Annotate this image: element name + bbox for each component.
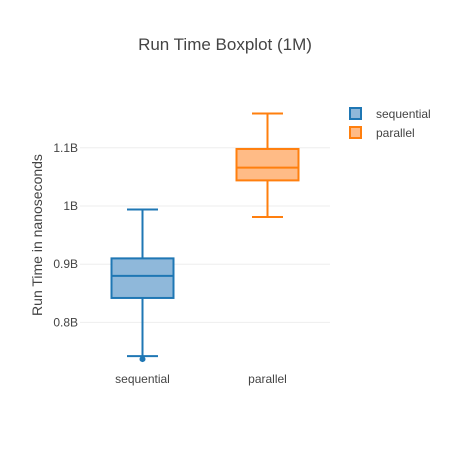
box-parallel [235,112,300,219]
y-axis-label: Run Time in nanoseconds [29,154,45,316]
box-sequential [110,208,175,363]
iqr-box [235,147,300,182]
y-tick-label: 0.9B [53,257,78,271]
y-tick-label: 1B [63,199,78,213]
legend: sequential parallel [349,107,431,140]
y-tick-label: 1.1B [53,141,78,155]
chart-title: Run Time Boxplot (1M) [138,35,312,54]
iqr-box [110,257,175,299]
legend-label: parallel [376,126,415,140]
y-tick-labels: 0.8B 0.9B 1B 1.1B [53,141,78,330]
y-tick-label: 0.8B [53,315,78,329]
outlier-point [139,356,146,363]
boxes [110,112,300,363]
legend-item-parallel[interactable]: parallel [349,126,415,140]
legend-swatch [349,126,362,139]
x-tick-labels: sequential parallel [115,372,287,386]
x-tick-label: sequential [115,372,170,386]
x-tick-label: parallel [248,372,287,386]
legend-label: sequential [376,107,431,121]
legend-item-sequential[interactable]: sequential [349,107,431,121]
legend-swatch [349,107,362,120]
